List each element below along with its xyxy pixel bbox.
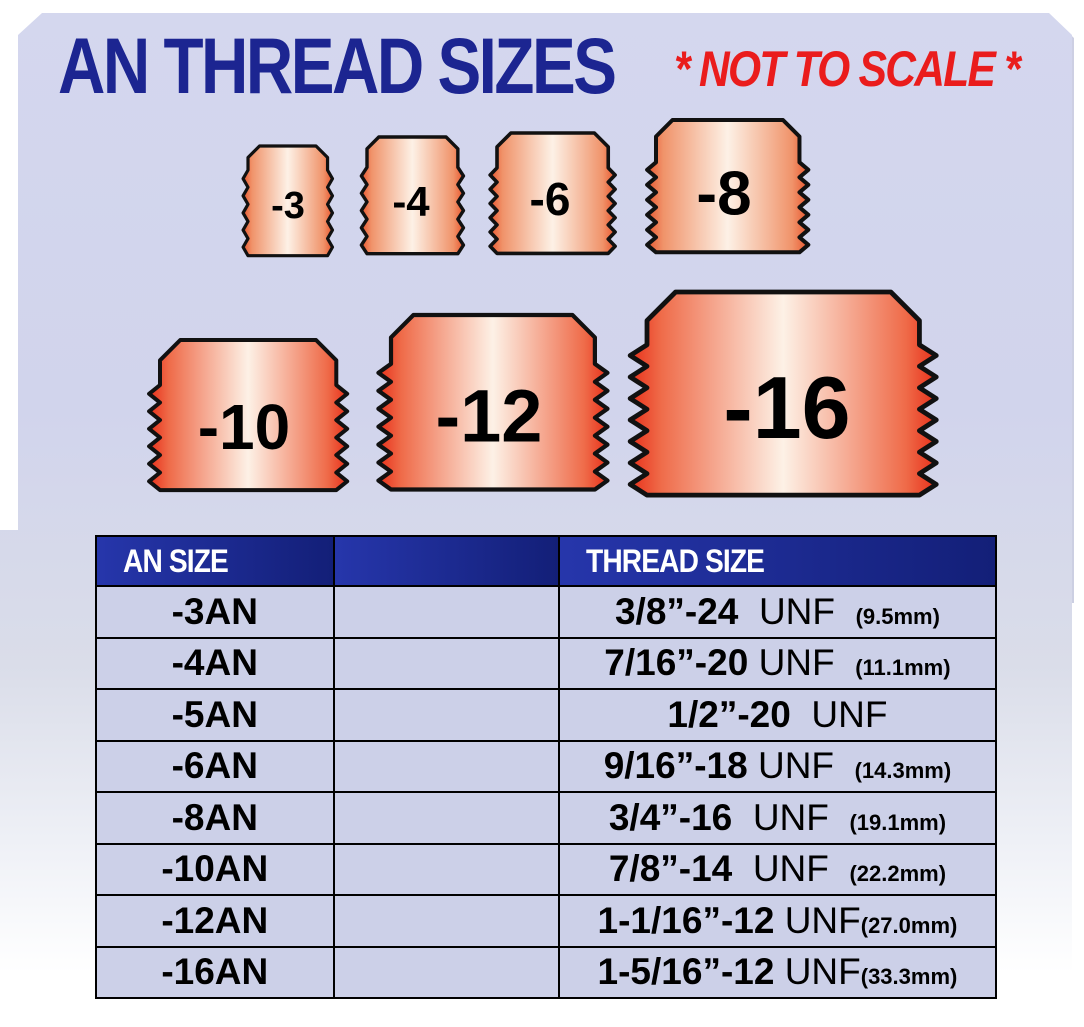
svg-text:-10: -10 (198, 391, 290, 463)
svg-text:-3: -3 (271, 185, 305, 227)
svg-text:-12: -12 (436, 374, 543, 457)
svg-text:-4: -4 (393, 178, 431, 225)
svg-text:-6: -6 (530, 174, 571, 226)
svg-text:-16: -16 (724, 358, 851, 457)
svg-text:-8: -8 (696, 160, 751, 229)
